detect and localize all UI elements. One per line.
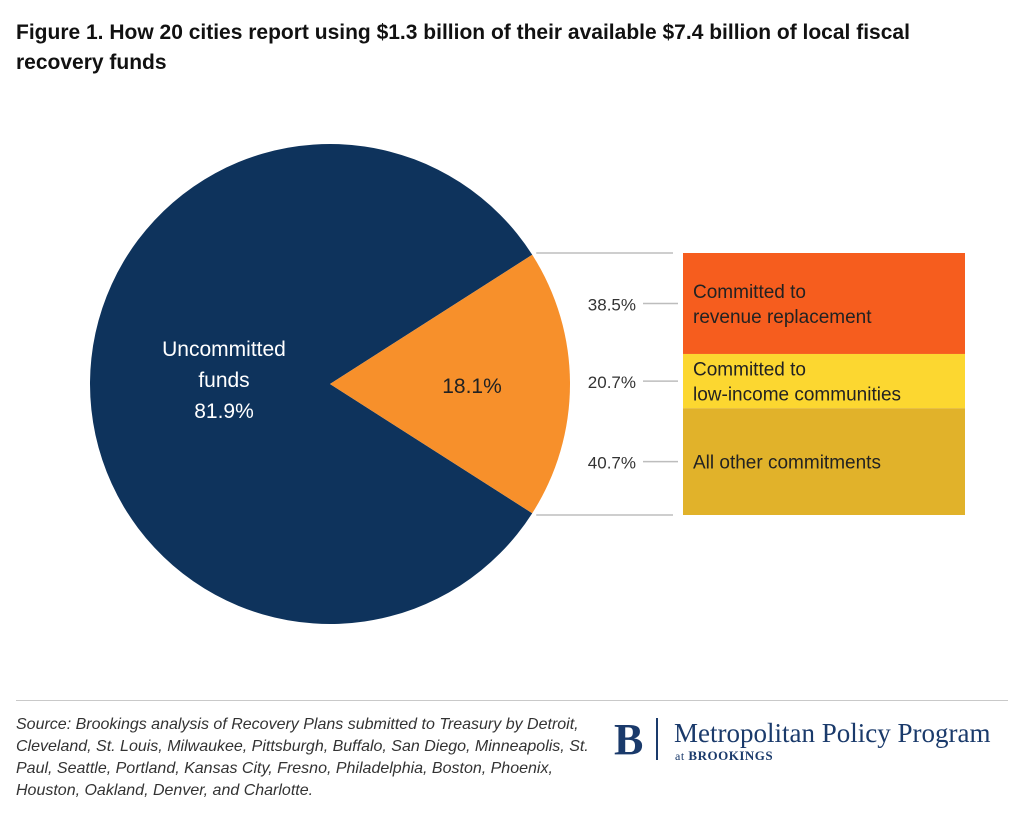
- logo-sub-org: BROOKINGS: [688, 748, 774, 763]
- bar-category-label-1: Committed to low-income communities: [693, 360, 901, 406]
- pie-slice-0: [90, 143, 533, 624]
- logo-divider: [656, 718, 658, 760]
- chart: Uncommitted funds 81.9% 18.1% 38.5% Committed…: [90, 143, 965, 624]
- chart-title: Figure 1. How 20 cities report using $1.…: [16, 21, 910, 74]
- logo-sub-at: at: [675, 749, 685, 763]
- pie-label-uncommitted: Uncommitted funds 81.9%: [162, 338, 286, 423]
- bar-category-label-0: Committed to revenue replacement: [693, 282, 872, 328]
- bar-value-label-1: 20.7%: [588, 373, 636, 392]
- logo-subtitle: at BROOKINGS: [675, 748, 773, 764]
- bar-value-label-0: 38.5%: [588, 295, 636, 314]
- pie-label-committed: 18.1%: [442, 375, 502, 398]
- source-note: Source: Brookings analysis of Recovery P…: [16, 716, 589, 799]
- bar-category-label-2: All other commitments: [693, 453, 881, 474]
- logo-mark: B: [614, 715, 644, 764]
- bar-segment-2: [683, 408, 965, 515]
- bar-segment-0: [683, 253, 965, 354]
- bar-value-label-2: 40.7%: [588, 454, 636, 473]
- divider: [16, 700, 1008, 701]
- bar-segment-1: [683, 353, 965, 409]
- pie-slice-1: [330, 254, 571, 514]
- brookings-logo: B Metropolitan Policy Program at BROOKIN…: [614, 716, 1014, 776]
- logo-program-name: Metropolitan Policy Program: [674, 718, 991, 748]
